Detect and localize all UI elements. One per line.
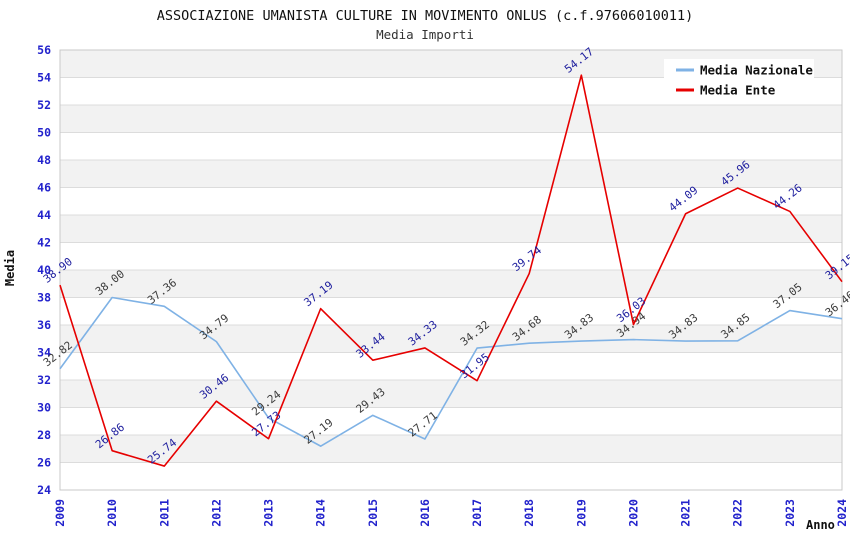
y-tick-label: 26 (37, 456, 51, 470)
x-tick-label: 2016 (418, 499, 432, 527)
x-tick-label: 2019 (574, 499, 588, 527)
grid-band (60, 352, 842, 380)
grid-band (60, 242, 842, 270)
x-tick-label: 2023 (783, 499, 797, 527)
y-tick-label: 30 (37, 401, 51, 415)
y-tick-label: 46 (37, 181, 51, 195)
grid-band (60, 160, 842, 188)
chart-subtitle: Media Importi (376, 27, 474, 42)
y-tick-label: 42 (37, 236, 51, 250)
x-tick-label: 2017 (470, 499, 484, 527)
legend-label-media-ente: Media Ente (700, 83, 776, 98)
x-tick-label: 2010 (105, 499, 119, 527)
y-tick-label: 54 (37, 71, 51, 85)
y-tick-label: 48 (37, 153, 51, 167)
x-tick-label: 2013 (262, 499, 276, 527)
x-tick-label: 2011 (157, 499, 171, 527)
x-tick-label: 2024 (835, 499, 849, 527)
y-tick-label: 28 (37, 428, 51, 442)
grid-band (60, 270, 842, 298)
y-tick-label: 56 (37, 43, 51, 57)
legend-bg-row1 (664, 59, 814, 80)
x-tick-label: 2021 (679, 499, 693, 527)
x-axis-title: Anno (806, 518, 835, 532)
y-tick-label: 44 (37, 208, 51, 222)
plot-area: 24 26 28 30 32 34 36 38 40 42 44 46 48 50 52 54 56 2009 20… (37, 43, 850, 527)
x-tick-label: 2014 (314, 499, 328, 527)
x-tick-label: 2009 (53, 499, 67, 527)
legend-bg-row2 (664, 80, 791, 101)
grid-band (60, 132, 842, 160)
legend-item-media-nazionale: Media Nazionale (676, 63, 813, 78)
legend: Media Nazionale Media Ente (664, 59, 814, 101)
grid-band (60, 215, 842, 243)
x-tick-label: 2018 (522, 499, 536, 527)
plot-border (59, 49, 843, 491)
y-tick-label: 34 (37, 346, 51, 360)
chart-title: ASSOCIAZIONE UMANISTA CULTURE IN MOVIMEN… (157, 8, 693, 24)
y-tick-label: 50 (37, 126, 51, 140)
series-line-media-ente (59, 74, 843, 467)
x-tick-label: 2020 (626, 499, 640, 527)
y-tick-label: 32 (37, 373, 51, 387)
y-tick-label: 24 (37, 483, 51, 497)
x-tick-label: 2022 (731, 499, 745, 527)
legend-item-media-ente: Media Ente (676, 83, 776, 98)
x-tick-label: 2015 (366, 499, 380, 527)
grid-band (60, 407, 842, 435)
y-tick-label: 36 (37, 318, 51, 332)
y-tick-label: 40 (37, 263, 51, 277)
series-line-media-nazionale (59, 296, 843, 447)
grid-band (60, 105, 842, 133)
grid-band (60, 435, 842, 463)
y-axis-title: Media (3, 250, 17, 286)
grid-band (60, 325, 842, 353)
grid-band (60, 462, 842, 490)
legend-label-media-nazionale: Media Nazionale (700, 63, 813, 78)
grid-band (60, 187, 842, 215)
grid-band (60, 297, 842, 325)
y-tick-label: 52 (37, 98, 51, 112)
x-tick-label: 2012 (209, 499, 223, 527)
y-tick-label: 38 (37, 291, 51, 305)
